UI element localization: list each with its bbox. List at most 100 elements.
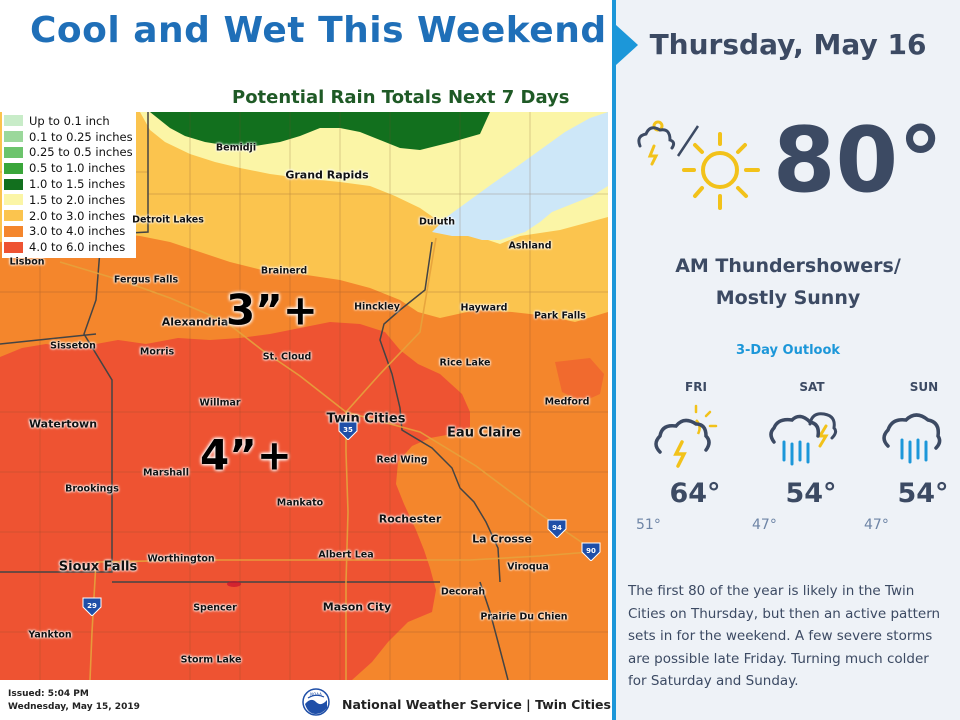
city-label-hayward: Hayward xyxy=(460,302,508,314)
city-label-park-falls: Park Falls xyxy=(534,310,586,322)
issued-timestamp: Issued: 5:04 PM Wednesday, May 15, 2019 xyxy=(8,688,140,714)
day-high-temp: 64° xyxy=(669,478,721,509)
city-label-red-wing: Red Wing xyxy=(376,454,428,466)
slash-divider xyxy=(676,125,700,157)
legend-item: Up to 0.1 inch xyxy=(4,113,134,129)
city-label-hinckley: Hinckley xyxy=(354,301,400,313)
issued-time: Issued: 5:04 PM xyxy=(8,689,89,699)
noaa-logo-icon: NOAA xyxy=(302,688,330,716)
city-label-brookings: Brookings xyxy=(65,483,119,495)
forecast-summary: The first 80 of the year is likely in th… xyxy=(628,583,941,690)
day-low-temp: 47° xyxy=(752,517,777,533)
interstate-94-number: 94 xyxy=(552,524,562,532)
city-label-ashland: Ashland xyxy=(508,240,552,252)
city-label-sisseton: Sisseton xyxy=(50,340,96,352)
today-date: Thursday, May 16 xyxy=(649,28,927,61)
legend-item: 1.5 to 2.0 inches xyxy=(4,192,134,208)
city-label-worthington: Worthington xyxy=(147,553,215,565)
city-label-viroqua: Viroqua xyxy=(507,561,549,573)
city-label-fergus-falls: Fergus Falls xyxy=(113,274,179,286)
legend-label: 1.0 to 1.5 inches xyxy=(29,177,126,192)
thunderstorm-sun-icon xyxy=(654,404,718,468)
city-label-yankton: Yankton xyxy=(28,629,72,641)
legend-swatch xyxy=(4,194,23,206)
legend-swatch xyxy=(4,131,23,143)
legend-label: 4.0 to 6.0 inches xyxy=(29,240,126,255)
city-label-grand-rapids: Grand Rapids xyxy=(285,168,369,182)
outlook-day-sat: SAT 54° 47° xyxy=(752,380,852,533)
city-label-eau-claire: Eau Claire xyxy=(447,425,521,441)
legend-item: 2.0 to 3.0 inches xyxy=(4,208,134,224)
city-label-spencer: Spencer xyxy=(193,602,237,614)
city-label-storm-lake: Storm Lake xyxy=(180,654,242,666)
interstate-94-shield: 94 xyxy=(547,519,567,538)
city-label-medford: Medford xyxy=(544,396,590,408)
day-high-temp: 54° xyxy=(897,478,949,509)
day-low-temp: 51° xyxy=(636,517,661,533)
interstate-90-shield: 90 xyxy=(581,542,601,561)
legend-swatch xyxy=(4,210,23,222)
today-temperature: 80° xyxy=(772,108,944,213)
legend-item: 0.25 to 0.5 inches xyxy=(4,145,134,161)
city-label-brainerd: Brainerd xyxy=(260,265,308,277)
rain-callout-4-inches: 4”+ xyxy=(199,430,293,480)
city-label-prairie-du-chien: Prairie Du Chien xyxy=(480,611,568,623)
interstate-35-shield: 35 xyxy=(338,421,358,440)
legend-label: 2.0 to 3.0 inches xyxy=(29,208,126,223)
city-label-mason-city: Mason City xyxy=(322,600,392,614)
outlook-title: 3-Day Outlook xyxy=(735,343,841,358)
rain-callout-3-inches: 3”+ xyxy=(225,285,319,335)
legend-item: 3.0 to 4.0 inches xyxy=(4,224,134,240)
city-label-watertown: Watertown xyxy=(28,417,98,431)
day-name: SAT xyxy=(799,380,825,394)
city-label-rochester: Rochester xyxy=(378,512,442,526)
city-label-rice-lake: Rice Lake xyxy=(439,357,491,369)
main-title: Cool and Wet This Weekend xyxy=(30,10,607,51)
interstate-90-number: 90 xyxy=(586,547,596,555)
city-label-lisbon: Lisbon xyxy=(9,256,45,268)
legend-item: 0.5 to 1.0 inches xyxy=(4,160,134,176)
interstate-35-number: 35 xyxy=(343,426,353,434)
legend-item: 0.1 to 0.25 inches xyxy=(4,129,134,145)
city-label-la-crosse: La Crosse xyxy=(472,532,532,546)
map-subtitle: Potential Rain Totals Next 7 Days xyxy=(232,87,570,108)
day-low-temp: 47° xyxy=(864,517,889,533)
today-condition-line1: AM Thundershowers/ xyxy=(675,255,901,277)
map-legend: Up to 0.1 inch 0.1 to 0.25 inches 0.25 t… xyxy=(2,111,136,259)
outlook-day-sun: SUN 54° 47° xyxy=(864,380,960,533)
legend-label: Up to 0.1 inch xyxy=(29,113,110,128)
city-label-st-cloud: St. Cloud xyxy=(262,351,312,363)
legend-label: 0.5 to 1.0 inches xyxy=(29,161,126,176)
legend-label: 1.5 to 2.0 inches xyxy=(29,192,126,207)
city-label-decorah: Decorah xyxy=(440,586,486,598)
city-label-mankato: Mankato xyxy=(276,497,324,509)
sun-icon xyxy=(682,132,760,210)
interstate-29-number: 29 xyxy=(87,602,97,610)
today-condition: AM Thundershowers/ Mostly Sunny xyxy=(616,250,960,314)
city-label-sioux-falls: Sioux Falls xyxy=(58,559,138,575)
legend-swatch xyxy=(4,162,23,174)
rain-icon xyxy=(882,413,942,464)
forecast-panel xyxy=(616,0,960,720)
city-label-marshall: Marshall xyxy=(143,467,189,479)
divider-arrow-icon xyxy=(616,25,638,65)
outlook-day-fri: FRI 64° 51° xyxy=(636,380,736,533)
city-label-bemidji: Bemidji xyxy=(215,142,257,154)
legend-item: 1.0 to 1.5 inches xyxy=(4,176,134,192)
legend-swatch xyxy=(4,241,23,253)
legend-swatch xyxy=(4,225,23,237)
legend-item: 4.0 to 6.0 inches xyxy=(4,239,134,255)
city-label-detroit-lakes: Detroit Lakes xyxy=(132,214,204,226)
day-name: SUN xyxy=(909,380,939,394)
legend-label: 3.0 to 4.0 inches xyxy=(29,224,126,239)
day-high-temp: 54° xyxy=(785,478,837,509)
legend-swatch xyxy=(4,178,23,190)
issued-date: Wednesday, May 15, 2019 xyxy=(8,702,140,712)
city-label-alexandria: Alexandria xyxy=(161,315,229,329)
city-label-albert-lea: Albert Lea xyxy=(318,549,374,561)
legend-swatch xyxy=(4,115,23,127)
legend-label: 0.25 to 0.5 inches xyxy=(29,145,133,160)
rain-thunder-icon xyxy=(769,412,838,466)
today-weather-icons xyxy=(637,120,760,210)
interstate-29-shield: 29 xyxy=(82,597,102,616)
